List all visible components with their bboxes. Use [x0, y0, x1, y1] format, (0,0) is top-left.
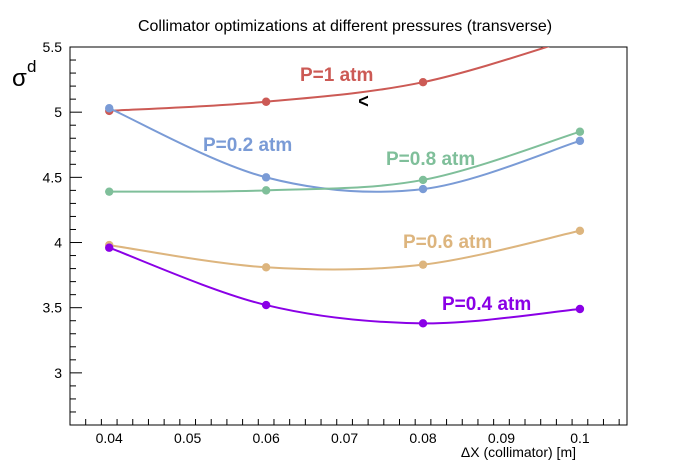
x-tick-label: 0.06: [253, 430, 280, 446]
y-tick-label: 5.5: [43, 39, 63, 55]
x-axis-title: ΔX (collimator) [m]: [461, 444, 576, 460]
series-label: P=1 atm: [300, 65, 373, 86]
y-axis-title-main: σ: [12, 65, 27, 92]
x-tick-label: 0.1: [570, 430, 590, 446]
x-tick-label: 0.04: [96, 430, 123, 446]
x-tick-label: 0.09: [488, 430, 515, 446]
series-labels: P=1 atm P=0.2 atm P=0.8 atm P=0.6 atm P=0.4 …: [203, 65, 531, 315]
x-tick-label: 0.08: [409, 430, 436, 446]
y-tick-label: 4: [54, 235, 62, 251]
data-point: [105, 243, 114, 252]
y-tick-label: 3.5: [43, 300, 63, 316]
y-tick-label: 5: [54, 104, 62, 120]
series-line: [109, 130, 581, 193]
series-4: [105, 226, 585, 272]
series-line: [108, 107, 581, 193]
series-label: P=0.4 atm: [442, 294, 531, 315]
data-point: [418, 184, 428, 194]
y-axis-title: σ d: [12, 57, 36, 92]
series-label: P=0.2 atm: [203, 135, 292, 156]
series-line: [109, 47, 550, 112]
data-point: [418, 260, 428, 269]
data-point: [575, 136, 585, 146]
y-tick-label: 3: [54, 365, 62, 381]
data-point: [418, 175, 428, 185]
chart-title: Collimator optimizations at different pr…: [138, 18, 552, 35]
series-label: P=0.6 atm: [403, 232, 492, 253]
data-point: [261, 263, 271, 272]
x-tick-label: 0.07: [331, 430, 358, 446]
data-point: [418, 319, 428, 328]
x-axis: 0.04 0.05 0.06 0.07 0.08 0.09 0.1: [69, 419, 620, 446]
data-point: [261, 186, 271, 195]
series-line: [108, 246, 581, 325]
series-3: [105, 127, 585, 196]
plot-frame: [69, 46, 628, 426]
data-point: [418, 77, 428, 87]
series-2: [105, 104, 585, 194]
data-point: [105, 104, 114, 113]
data-point: [261, 300, 271, 310]
data-point: [575, 127, 585, 136]
data-point: [575, 226, 585, 235]
y-axis-title-subscript: d: [27, 57, 36, 76]
series-5: [105, 243, 585, 328]
series-label: P=0.8 atm: [386, 149, 475, 170]
data-point: [575, 304, 585, 314]
y-tick-label: 4.5: [43, 169, 63, 185]
data-point: [261, 173, 271, 182]
caret-annotation: ^: [356, 95, 378, 107]
series-line: [109, 229, 581, 271]
data-point: [105, 187, 114, 196]
data-point: [261, 97, 271, 106]
series-layer: [105, 47, 585, 328]
y-axis: 3 3.5 4 4.5 5 5.5: [43, 39, 82, 426]
x-tick-label: 0.05: [174, 430, 201, 446]
